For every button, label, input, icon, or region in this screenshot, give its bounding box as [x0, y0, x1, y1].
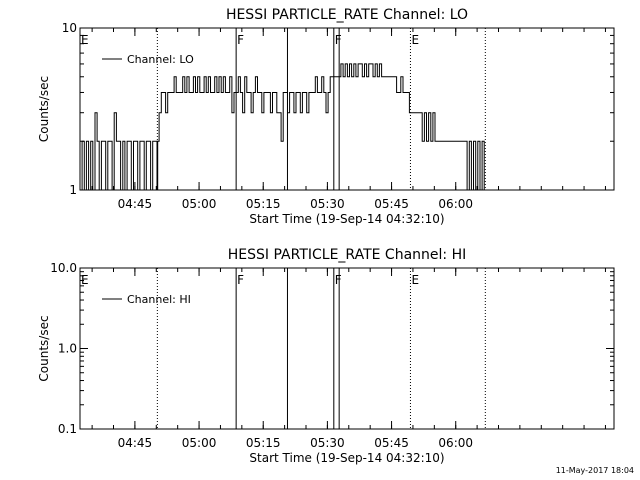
event-marker-label: F	[335, 273, 342, 287]
event-marker-label: F	[237, 273, 244, 287]
event-marker-label: E	[411, 273, 419, 287]
x-axis-label: Start Time (19-Sep-14 04:32:10)	[249, 212, 444, 226]
x-axis-label: Start Time (19-Sep-14 04:32:10)	[249, 451, 444, 465]
x-tick-label: 05:45	[374, 436, 409, 450]
x-tick-label: 05:30	[310, 436, 345, 450]
series-line	[80, 63, 485, 191]
x-tick-label: 04:45	[118, 436, 153, 450]
y-tick-label: 1.0	[58, 342, 77, 356]
edge-marker-label: E	[81, 273, 89, 287]
x-tick-label: 05:15	[246, 197, 281, 211]
chart-title: HESSI PARTICLE_RATE Channel: LO	[226, 7, 468, 23]
y-tick-label: 10.0	[50, 261, 77, 275]
legend-label: Channel: HI	[127, 293, 191, 306]
x-tick-label: 06:00	[438, 197, 473, 211]
x-tick-label: 05:00	[182, 436, 217, 450]
event-marker-label: F	[335, 33, 342, 47]
edge-marker-label: E	[81, 33, 89, 47]
event-marker-label: E	[411, 33, 419, 47]
y-tick-label: 0.1	[58, 422, 77, 436]
y-tick-label: 1	[69, 183, 77, 197]
chart-title: HESSI PARTICLE_RATE Channel: HI	[228, 247, 466, 263]
plot-frame	[79, 27, 615, 191]
y-axis-label: Counts/sec	[37, 76, 51, 142]
x-tick-label: 05:00	[182, 197, 217, 211]
legend-label: Channel: LO	[127, 53, 194, 66]
y-tick-label: 10	[62, 21, 77, 35]
x-tick-label: 05:45	[374, 197, 409, 211]
x-tick-label: 04:45	[118, 197, 153, 211]
timestamp: 11-May-2017 18:04	[555, 466, 634, 475]
y-axis-label: Counts/sec	[37, 315, 51, 381]
event-marker-label: F	[237, 33, 244, 47]
x-tick-label: 06:00	[438, 436, 473, 450]
x-tick-label: 05:15	[246, 436, 281, 450]
x-tick-label: 05:30	[310, 197, 345, 211]
